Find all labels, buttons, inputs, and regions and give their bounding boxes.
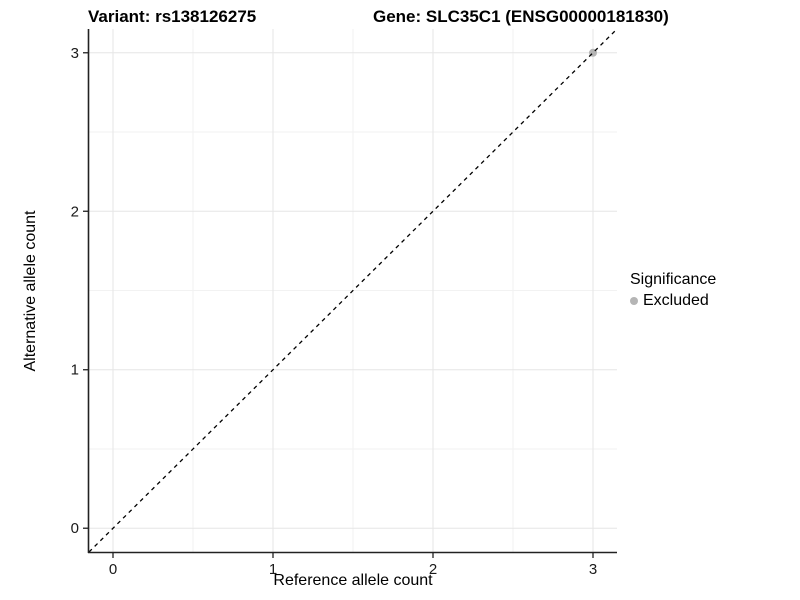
variant-title: Variant: rs138126275 <box>88 7 257 26</box>
x-axis-title: Reference allele count <box>273 572 433 589</box>
legend-item-label: Excluded <box>643 292 709 309</box>
legend: Significance Excluded <box>630 269 716 311</box>
x-tick-label: 1 <box>269 561 277 578</box>
y-tick-label: 1 <box>71 362 79 379</box>
x-tick-label: 0 <box>109 561 117 578</box>
gene-title: Gene: SLC35C1 (ENSG00000181830) <box>373 7 669 26</box>
identity-reference-line <box>88 28 618 553</box>
y-tick-label: 2 <box>71 203 79 220</box>
y-tick-label: 0 <box>71 520 79 537</box>
excluded-point-icon <box>630 297 638 305</box>
x-tick-label: 3 <box>589 561 597 578</box>
y-tick-label: 3 <box>71 45 79 62</box>
y-axis-title: Alternative allele count <box>22 210 39 372</box>
legend-item-excluded[interactable]: Excluded <box>630 291 716 311</box>
x-tick-label: 2 <box>429 561 437 578</box>
legend-title: Significance <box>630 271 717 288</box>
